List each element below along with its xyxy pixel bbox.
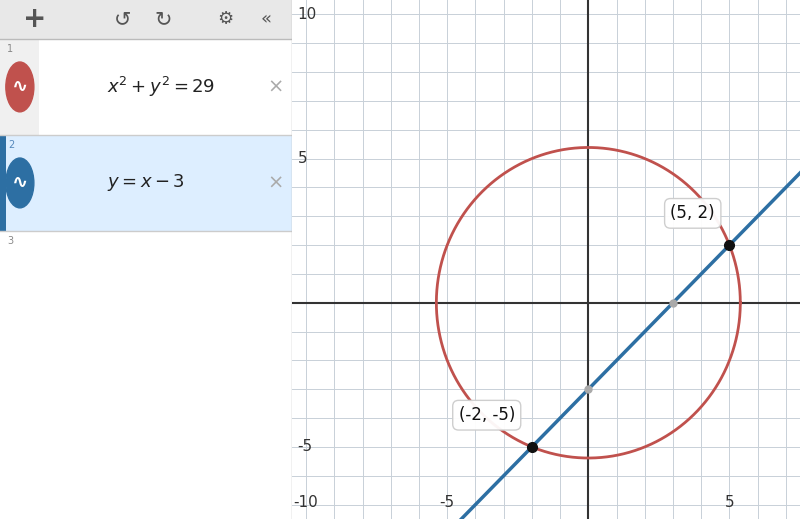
Text: ⚙: ⚙ [217, 10, 233, 29]
Text: ↻: ↻ [154, 9, 172, 30]
Text: 5: 5 [725, 495, 734, 510]
Text: 10: 10 [298, 7, 317, 22]
FancyBboxPatch shape [6, 135, 39, 231]
Circle shape [6, 62, 34, 112]
Text: ↺: ↺ [114, 9, 131, 30]
Text: ∿: ∿ [12, 77, 28, 97]
Text: $y = x - 3$: $y = x - 3$ [107, 172, 185, 194]
Text: ∿: ∿ [12, 173, 28, 193]
Text: ×: × [268, 173, 284, 193]
Text: 2: 2 [8, 140, 14, 150]
FancyBboxPatch shape [0, 135, 292, 231]
FancyBboxPatch shape [0, 135, 6, 231]
FancyBboxPatch shape [0, 0, 292, 39]
Text: ×: × [268, 77, 284, 97]
Text: «: « [260, 10, 271, 29]
Text: -10: -10 [294, 495, 318, 510]
Text: 1: 1 [7, 44, 14, 54]
Text: -5: -5 [440, 495, 454, 510]
Text: (-2, -5): (-2, -5) [458, 406, 515, 424]
Text: +: + [23, 6, 46, 33]
Text: (5, 2): (5, 2) [670, 204, 715, 222]
Text: -5: -5 [298, 440, 313, 455]
FancyBboxPatch shape [0, 39, 39, 135]
Text: 3: 3 [7, 236, 14, 246]
Text: $x^2 + y^2 = 29$: $x^2 + y^2 = 29$ [106, 75, 214, 99]
Text: 5: 5 [298, 151, 307, 166]
Circle shape [6, 158, 34, 208]
